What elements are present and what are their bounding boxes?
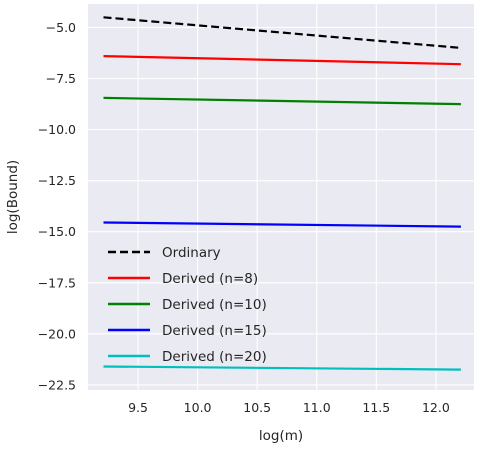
y-tick-label: −10.0: [38, 122, 76, 137]
y-tick-label: −17.5: [38, 275, 76, 290]
y-tick-label: −20.0: [38, 326, 76, 341]
x-tick-labels: 9.5 10.0 10.5 11.0 11.5 12.0: [128, 400, 450, 415]
legend-label: Derived (n=10): [162, 297, 267, 313]
y-tick-label: −5.0: [46, 20, 76, 35]
legend: Ordinary Derived (n=8) Derived (n=10) Deriv…: [108, 245, 267, 365]
series-line: [103, 365, 461, 371]
x-tick-label: 9.5: [128, 400, 148, 415]
x-tick-label: 12.0: [422, 400, 450, 415]
x-tick-label: 11.5: [362, 400, 390, 415]
x-tick-label: 10.5: [243, 400, 271, 415]
y-tick-labels: −5.0 −7.5 −10.0 −12.5 −15.0 −17.5 −20.0 −22.5: [38, 20, 76, 392]
legend-label: Ordinary: [162, 245, 221, 261]
plot-background: [88, 4, 474, 390]
x-tick-label: 10.0: [184, 400, 212, 415]
legend-label: Derived (n=20): [162, 349, 267, 365]
series-line: [103, 55, 461, 66]
series-lines: [103, 16, 461, 371]
x-axis-label: log(m): [259, 428, 303, 444]
series-line: [103, 96, 461, 106]
legend-label: Derived (n=15): [162, 323, 267, 339]
y-tick-label: −15.0: [38, 224, 76, 239]
legend-label: Derived (n=8): [162, 271, 258, 287]
y-tick-label: −7.5: [46, 71, 76, 86]
x-tick-label: 11.0: [303, 400, 331, 415]
grid-lines: [88, 4, 474, 390]
y-tick-label: −22.5: [38, 377, 76, 392]
y-tick-label: −12.5: [38, 173, 76, 188]
series-line: [103, 221, 461, 228]
y-axis-label: log(Bound): [5, 160, 21, 234]
